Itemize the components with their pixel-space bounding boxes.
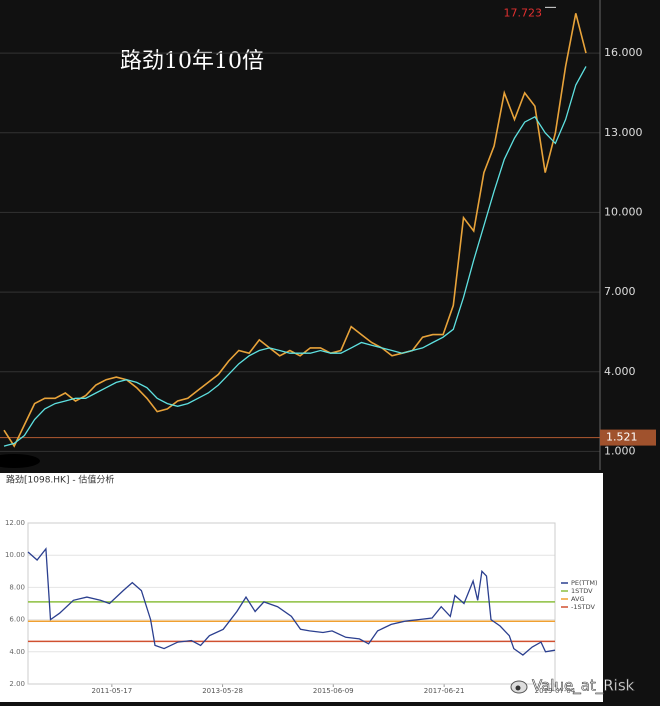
- legend-label: AVG: [571, 595, 585, 603]
- last-price-label: 1.521: [606, 431, 638, 444]
- y-tick-label: 2.00: [9, 680, 25, 688]
- x-tick-label: 2015-06-09: [313, 687, 354, 695]
- y-tick-label: 6.00: [9, 616, 25, 624]
- y-tick-label: 13.000: [604, 126, 643, 139]
- watermark: Value_at_Risk: [532, 677, 635, 696]
- y-tick-label: 1.000: [604, 444, 636, 457]
- weibo-icon: [510, 680, 528, 694]
- y-tick-label: 16.000: [604, 46, 643, 59]
- panel-title: 路劲[1098.HK] - 估值分析: [6, 474, 114, 486]
- y-tick-label: 12.00: [5, 519, 25, 527]
- redaction: [0, 454, 40, 468]
- last-price-box: [600, 429, 656, 446]
- y-tick-label: 4.00: [9, 648, 25, 656]
- x-tick-label: 2019-07-04: [535, 687, 576, 695]
- plot-frame: [27, 522, 556, 685]
- legend-label: PE(TTM): [571, 579, 598, 587]
- legend-label: 1STDV: [571, 587, 593, 595]
- legend-label: -1STDV: [571, 603, 595, 611]
- y-tick-label: 4.000: [604, 365, 636, 378]
- y-tick-label: 10.000: [604, 205, 643, 218]
- annotation: 17.723: [504, 6, 543, 19]
- y-tick-label: 7.000: [604, 285, 636, 298]
- x-tick-label: 2013-05-28: [202, 687, 243, 695]
- y-tick-label: 8.00: [9, 583, 25, 591]
- price-line: [3, 66, 587, 447]
- x-tick-label: 2017-06-21: [424, 687, 465, 695]
- x-tick-label: 2011-05-17: [92, 687, 133, 695]
- pe-line: [27, 547, 556, 656]
- y-tick-label: 10.00: [5, 551, 25, 559]
